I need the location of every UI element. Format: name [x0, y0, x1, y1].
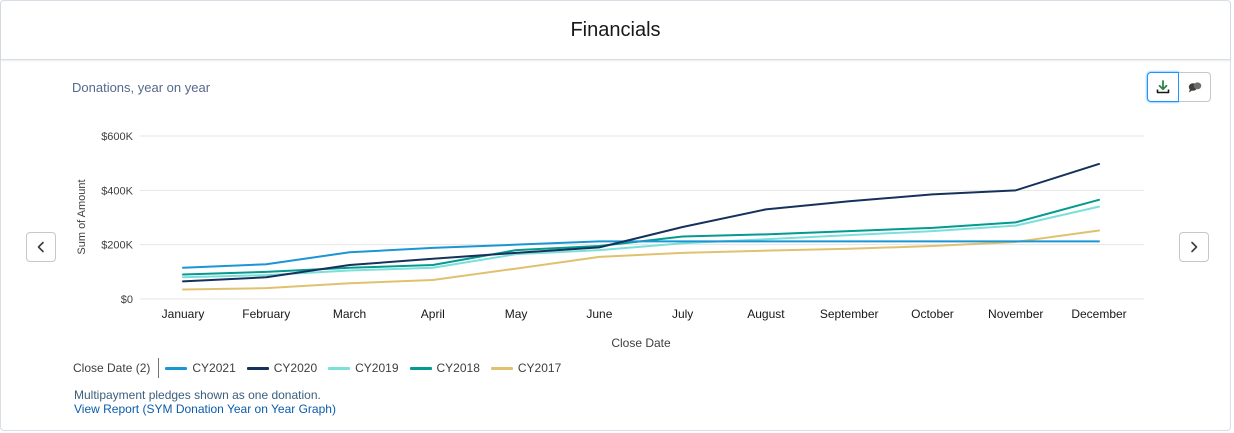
series-line-cy2019 — [182, 205, 1100, 279]
legend-item-cy2020[interactable]: CY2020 — [246, 361, 318, 375]
previous-button[interactable] — [26, 232, 56, 262]
chart-subtitle: Donations, year on year — [72, 80, 211, 95]
footnote: Multipayment pledges shown as one donati… — [74, 388, 321, 402]
download-button[interactable] — [1147, 72, 1179, 102]
download-icon — [1156, 80, 1170, 94]
legend-label: CY2021 — [192, 361, 236, 375]
y-tick-label: $600K — [101, 131, 133, 143]
legend-title: Close Date (2) — [73, 358, 160, 378]
card-header: Financials — [1, 1, 1230, 60]
x-tick-label: July — [672, 307, 693, 321]
legend-swatch — [246, 366, 269, 370]
series-line-cy2017 — [182, 229, 1100, 291]
legend-label: CY2017 — [517, 361, 562, 375]
series-line-cy2021 — [182, 240, 1100, 269]
y-axis-title: Sum of Amount — [76, 179, 88, 254]
chevron-right-icon — [1191, 241, 1198, 253]
x-tick-label: December — [1071, 307, 1126, 321]
legend-item-cy2018[interactable]: CY2018 — [409, 361, 480, 375]
x-tick-label: November — [988, 307, 1043, 321]
legend-swatch — [409, 366, 432, 370]
y-tick-label: $200K — [101, 240, 133, 252]
y-tick-label: $0 — [121, 294, 133, 306]
legend-items: CY2021 CY2020 CY2019 CY2018 CY2017 — [165, 361, 572, 375]
y-tick-label: $400K — [101, 185, 133, 197]
line-chart: $0 $200K $400K $600K January February March Apr… — [76, 131, 1144, 350]
legend-swatch — [490, 366, 513, 370]
feed-button[interactable] — [1179, 72, 1211, 102]
legend-label: CY2018 — [436, 361, 480, 375]
view-report-link[interactable]: View Report (SYM Donation Year on Year G… — [74, 402, 336, 416]
x-tick-label: October — [911, 307, 954, 321]
legend-item-cy2019[interactable]: CY2019 — [328, 361, 399, 375]
card-title: Financials — [570, 18, 661, 41]
chart-legend: Close Date (2) CY2021 CY2020 CY2019 CY2018 C… — [73, 357, 572, 379]
legend-swatch — [165, 366, 188, 370]
chat-bubbles-icon — [1188, 82, 1201, 93]
x-tick-label: April — [421, 307, 445, 321]
legend-label: CY2019 — [355, 361, 399, 375]
legend-swatch — [328, 366, 351, 370]
next-button[interactable] — [1179, 232, 1209, 262]
series-line-cy2020 — [182, 162, 1100, 283]
x-tick-label: February — [242, 307, 290, 321]
chevron-left-icon — [37, 241, 44, 253]
x-tick-label: June — [586, 307, 612, 321]
x-axis-title: Close Date — [611, 336, 671, 350]
x-tick-label: September — [820, 307, 879, 321]
x-tick-label: March — [333, 307, 366, 321]
chart-actions — [1147, 72, 1211, 104]
x-tick-label: August — [747, 307, 785, 321]
legend-item-cy2017[interactable]: CY2017 — [490, 361, 562, 375]
legend-label: CY2020 — [273, 361, 318, 375]
legend-item-cy2021[interactable]: CY2021 — [165, 361, 236, 375]
x-tick-label: January — [162, 307, 205, 321]
x-tick-label: May — [505, 307, 528, 321]
